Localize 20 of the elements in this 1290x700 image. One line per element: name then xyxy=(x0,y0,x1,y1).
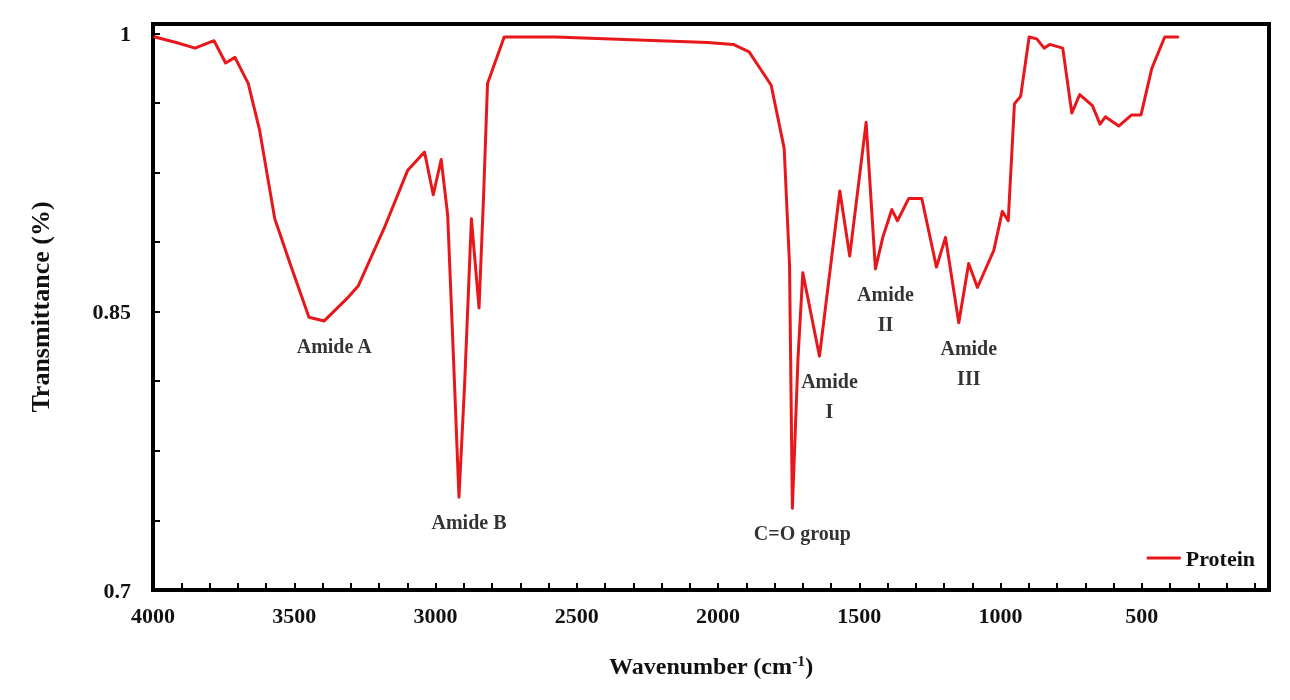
y-tick-label: 0.7 xyxy=(103,577,131,603)
annotation: Amide III xyxy=(940,336,998,389)
y-tick-label: 0.85 xyxy=(92,299,131,325)
x-tick-label: 3500 xyxy=(272,602,317,628)
x-tick-label: 1500 xyxy=(837,602,882,628)
x-tick-label: 2500 xyxy=(554,602,599,628)
annotation: Amide II xyxy=(857,282,914,335)
x-tick-label: 3000 xyxy=(413,602,458,628)
line-series xyxy=(153,35,1180,510)
x-tick-label: 2000 xyxy=(696,602,741,628)
legend-label: Protein xyxy=(1185,545,1256,571)
annotation: Amide B xyxy=(431,511,507,534)
y-axis-title: Transmittance (%) xyxy=(25,201,55,413)
annotation: C=O group xyxy=(753,522,851,546)
x-tick-label: 4000 xyxy=(131,602,175,628)
annotation: Amide I xyxy=(801,370,858,423)
x-tick-label: 1000 xyxy=(978,602,1023,628)
annotation: Amide A xyxy=(296,334,373,357)
x-tick-label: 500 xyxy=(1125,602,1159,628)
y-tick-label: 1 xyxy=(120,20,131,46)
